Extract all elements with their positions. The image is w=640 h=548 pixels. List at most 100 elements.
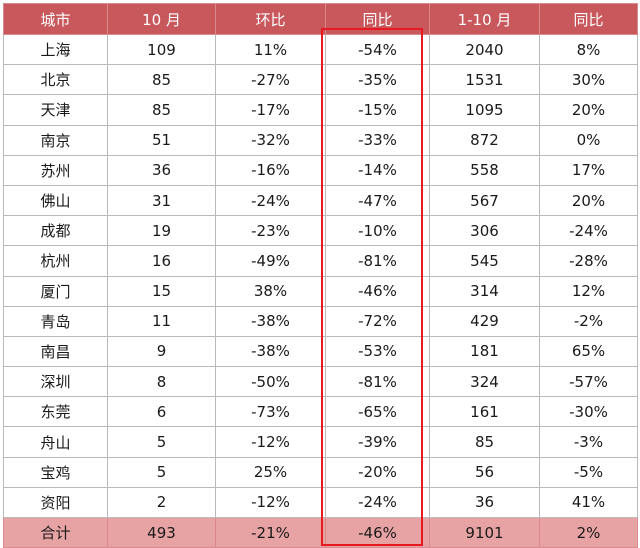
table-cell: -28% bbox=[539, 245, 638, 277]
table-row: 舟山 5 -12% -39% 85 -3% bbox=[3, 426, 638, 458]
table-cell: 苏州 bbox=[3, 154, 108, 186]
table-cell: 545 bbox=[429, 245, 540, 277]
table-cell: 佛山 bbox=[3, 184, 108, 217]
table-cell: -81% bbox=[325, 366, 430, 398]
header-row: 城市 10 月 环比 同比 1-10 月 同比 bbox=[3, 3, 638, 35]
table-cell: 2 bbox=[107, 486, 216, 519]
table-row: 天津 85 -17% -15% 1095 20% bbox=[3, 94, 638, 126]
table-cell: 8 bbox=[107, 366, 216, 398]
table-cell: 12% bbox=[539, 275, 638, 307]
table-cell: -17% bbox=[215, 94, 326, 126]
table-cell: -14% bbox=[325, 154, 430, 186]
table-row: 成都 19 -23% -10% 306 -24% bbox=[3, 215, 638, 247]
total-cell: 9101 bbox=[429, 517, 540, 548]
table-cell: 17% bbox=[539, 154, 638, 186]
column-header-city: 城市 bbox=[3, 3, 108, 35]
table-cell: -57% bbox=[539, 366, 638, 398]
table-cell: 306 bbox=[429, 215, 540, 247]
total-cell: 2% bbox=[539, 517, 638, 548]
table-cell: -50% bbox=[215, 366, 326, 398]
table-cell: -65% bbox=[325, 396, 430, 428]
table-cell: -24% bbox=[539, 215, 638, 247]
table-cell: -15% bbox=[325, 94, 430, 126]
table-row: 东莞 6 -73% -65% 161 -30% bbox=[3, 396, 638, 428]
total-cell: 合计 bbox=[3, 517, 108, 548]
total-cell: -21% bbox=[215, 517, 326, 548]
table-row: 佛山 31 -24% -47% 567 20% bbox=[3, 184, 638, 217]
table-cell: 1531 bbox=[429, 64, 540, 96]
table-cell: 41% bbox=[539, 486, 638, 519]
table-cell: -32% bbox=[215, 124, 326, 156]
table-row: 北京 85 -27% -35% 1531 30% bbox=[3, 64, 638, 96]
table-cell: -10% bbox=[325, 215, 430, 247]
column-header-jan-oct: 1-10 月 bbox=[429, 3, 540, 35]
table-cell: 5 bbox=[107, 456, 216, 488]
table-cell: -73% bbox=[215, 396, 326, 428]
table-cell: 19 bbox=[107, 215, 216, 247]
column-header-mom: 环比 bbox=[215, 3, 326, 35]
table-cell: 36 bbox=[107, 154, 216, 186]
table-cell: 20% bbox=[539, 184, 638, 217]
table-row: 厦门 15 38% -46% 314 12% bbox=[3, 275, 638, 307]
table-row: 南京 51 -32% -33% 872 0% bbox=[3, 124, 638, 156]
table-cell: -20% bbox=[325, 456, 430, 488]
table-cell: 31 bbox=[107, 184, 216, 217]
table-cell: 181 bbox=[429, 335, 540, 368]
table-cell: 上海 bbox=[3, 33, 108, 66]
total-row: 合计 493 -21% -46% 9101 2% bbox=[3, 517, 638, 548]
table-cell: 872 bbox=[429, 124, 540, 156]
table-cell: -2% bbox=[539, 305, 638, 337]
table-cell: 36 bbox=[429, 486, 540, 519]
table-cell: -39% bbox=[325, 426, 430, 458]
table-cell: -16% bbox=[215, 154, 326, 186]
table-cell: 2040 bbox=[429, 33, 540, 66]
city-data-table: 城市 10 月 环比 同比 1-10 月 同比 上海 109 11% -54% 2040… bbox=[3, 3, 638, 548]
table-cell: 8% bbox=[539, 33, 638, 66]
table-cell: 16 bbox=[107, 245, 216, 277]
table-cell: 宝鸡 bbox=[3, 456, 108, 488]
table-cell: 南昌 bbox=[3, 335, 108, 368]
table-cell: 314 bbox=[429, 275, 540, 307]
table-cell: -24% bbox=[325, 486, 430, 519]
table-cell: -38% bbox=[215, 305, 326, 337]
table-row: 苏州 36 -16% -14% 558 17% bbox=[3, 154, 638, 186]
table-cell: 85 bbox=[107, 94, 216, 126]
table-row: 南昌 9 -38% -53% 181 65% bbox=[3, 335, 638, 368]
table-body: 上海 109 11% -54% 2040 8% 北京 85 -27% -35% 1531 30% 天津 8… bbox=[3, 33, 638, 519]
table-cell: -81% bbox=[325, 245, 430, 277]
table-row: 深圳 8 -50% -81% 324 -57% bbox=[3, 366, 638, 398]
table-cell: 567 bbox=[429, 184, 540, 217]
table-cell: 深圳 bbox=[3, 366, 108, 398]
table-cell: 15 bbox=[107, 275, 216, 307]
table-cell: 成都 bbox=[3, 215, 108, 247]
table-cell: 6 bbox=[107, 396, 216, 428]
table-cell: 85 bbox=[429, 426, 540, 458]
table-cell: -27% bbox=[215, 64, 326, 96]
table-cell: 0% bbox=[539, 124, 638, 156]
column-header-yoy: 同比 bbox=[325, 3, 430, 35]
table-cell: 109 bbox=[107, 33, 216, 66]
table-row: 宝鸡 5 25% -20% 56 -5% bbox=[3, 456, 638, 488]
table-cell: 1095 bbox=[429, 94, 540, 126]
table-cell: -38% bbox=[215, 335, 326, 368]
table-cell: 9 bbox=[107, 335, 216, 368]
table-cell: 65% bbox=[539, 335, 638, 368]
table-cell: 324 bbox=[429, 366, 540, 398]
table-cell: -5% bbox=[539, 456, 638, 488]
table-cell: 杭州 bbox=[3, 245, 108, 277]
total-cell: -46% bbox=[325, 517, 430, 548]
table-cell: -35% bbox=[325, 64, 430, 96]
table-row: 资阳 2 -12% -24% 36 41% bbox=[3, 486, 638, 519]
table-cell: -54% bbox=[325, 33, 430, 66]
table-cell: -12% bbox=[215, 426, 326, 458]
table-cell: 5 bbox=[107, 426, 216, 458]
table-row: 上海 109 11% -54% 2040 8% bbox=[3, 33, 638, 66]
table-cell: 天津 bbox=[3, 94, 108, 126]
column-header-ytd-yoy: 同比 bbox=[539, 3, 638, 35]
table-cell: 11% bbox=[215, 33, 326, 66]
column-header-october: 10 月 bbox=[107, 3, 216, 35]
table-cell: 38% bbox=[215, 275, 326, 307]
table-cell: -24% bbox=[215, 184, 326, 217]
table-cell: 30% bbox=[539, 64, 638, 96]
table-cell: -33% bbox=[325, 124, 430, 156]
